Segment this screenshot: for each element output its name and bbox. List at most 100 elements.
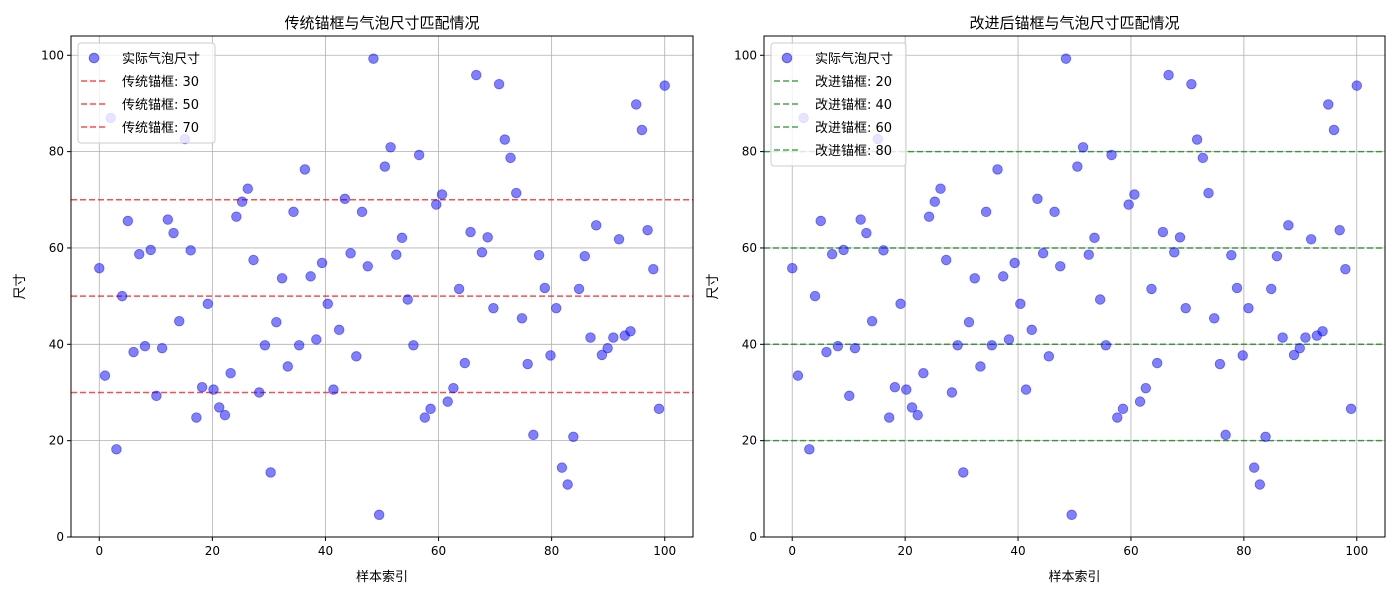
data-point	[613, 234, 625, 245]
data-point	[505, 152, 516, 164]
x-tick-label: 20	[897, 544, 912, 558]
data-point	[111, 444, 122, 455]
y-tick-label: 60	[49, 241, 64, 255]
data-point	[1180, 302, 1191, 314]
data-point	[339, 193, 351, 205]
data-point	[975, 361, 986, 372]
data-point	[659, 80, 670, 91]
data-point	[328, 384, 339, 395]
y-axis-label: 尺寸	[13, 273, 28, 299]
traditional-anchor-scatter-chart: 传统锚框与气泡尺寸匹配情况 0 20 40 60 80 100 0 20 40 60 80 100 样本索…	[13, 14, 694, 585]
data-point	[316, 257, 328, 269]
data-point	[253, 387, 265, 398]
data-point	[351, 351, 362, 362]
data-point	[1026, 324, 1037, 336]
data-point	[1157, 226, 1169, 238]
x-axis-label: 样本索引	[1048, 570, 1100, 585]
data-point	[653, 403, 665, 415]
data-point	[1129, 189, 1140, 200]
data-point	[1020, 384, 1032, 395]
data-point	[1345, 403, 1357, 415]
data-point	[431, 199, 442, 210]
data-point	[516, 313, 528, 324]
data-point	[1243, 302, 1254, 314]
data-point	[815, 215, 826, 227]
anchor-lines	[764, 150, 1385, 442]
data-point	[333, 324, 345, 336]
improved-anchor-scatter-chart: 改进后锚框与气泡尺寸匹配情况 0 20 40 60 80 100 0 20 40 60 80 100 样本…	[706, 14, 1386, 585]
data-point	[408, 340, 419, 351]
data-point	[1100, 340, 1112, 351]
data-point	[1134, 396, 1146, 407]
data-point	[459, 357, 471, 369]
data-point	[642, 224, 653, 236]
data-point	[265, 467, 276, 478]
data-point	[522, 358, 533, 370]
data-point	[236, 196, 248, 207]
data-point	[219, 409, 231, 421]
data-point	[1140, 382, 1151, 394]
data-point	[1146, 283, 1157, 295]
data-point	[156, 342, 168, 354]
data-point	[992, 164, 1003, 175]
data-point	[821, 346, 832, 358]
data-point	[901, 384, 912, 395]
data-point	[174, 315, 185, 327]
y-tick-label: 100	[41, 48, 64, 62]
legend-label: 改进锚框: 80	[815, 144, 892, 159]
data-point	[573, 283, 585, 295]
data-point	[442, 396, 453, 407]
data-point	[1003, 334, 1015, 345]
data-point	[356, 206, 368, 218]
data-point	[861, 227, 872, 239]
data-point	[162, 214, 174, 225]
data-point	[1015, 298, 1026, 310]
data-point	[248, 254, 259, 266]
axis-ticks: 0 20 40 60 80 100 0 20 40 60 80 100	[734, 48, 1368, 558]
data-point	[539, 282, 550, 294]
data-point	[482, 232, 493, 243]
data-point	[556, 462, 568, 473]
data-point	[912, 409, 923, 421]
data-point	[1151, 357, 1163, 369]
x-tick-label: 20	[205, 544, 220, 558]
data-point	[952, 340, 963, 351]
data-point	[929, 196, 940, 207]
y-axis-label: 尺寸	[706, 273, 721, 299]
data-point	[402, 294, 413, 305]
data-point	[998, 271, 1009, 282]
data-point	[391, 249, 402, 260]
data-point	[151, 390, 162, 402]
data-point	[562, 479, 573, 490]
data-point	[305, 271, 316, 282]
data-point	[787, 262, 798, 274]
data-point	[1305, 234, 1317, 245]
data-point	[311, 334, 322, 345]
data-point	[1328, 124, 1340, 136]
data-point	[958, 467, 969, 478]
y-tick-label: 0	[56, 530, 64, 544]
y-tick-label: 100	[734, 48, 757, 62]
data-point	[379, 161, 391, 172]
data-point	[208, 384, 219, 395]
data-point	[648, 263, 659, 275]
data-point	[396, 232, 408, 244]
y-tick-label: 80	[742, 145, 757, 159]
data-point	[1237, 350, 1248, 361]
data-point	[299, 164, 311, 175]
data-point	[368, 53, 379, 64]
data-point	[1117, 403, 1129, 415]
data-point	[1106, 149, 1117, 161]
data-point	[471, 69, 482, 81]
data-point	[838, 244, 849, 256]
data-point	[1089, 232, 1100, 244]
data-point	[590, 220, 602, 231]
data-point	[889, 381, 901, 393]
data-point	[116, 290, 128, 302]
chart-title: 改进后锚框与气泡尺寸匹配情况	[969, 14, 1179, 32]
left-chart-panel: 传统锚框与气泡尺寸匹配情况 0 20 40 60 80 100 0 20 40 60 80 100 样本索…	[0, 0, 700, 600]
data-point	[1340, 263, 1351, 275]
y-tick-label: 20	[742, 434, 757, 448]
legend-label: 实际气泡尺寸	[122, 51, 200, 67]
